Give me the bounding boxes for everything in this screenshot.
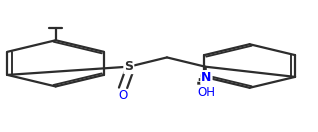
Text: S: S [124, 60, 133, 73]
Text: OH: OH [197, 86, 215, 99]
Text: N: N [201, 71, 211, 84]
Text: O: O [118, 89, 128, 102]
